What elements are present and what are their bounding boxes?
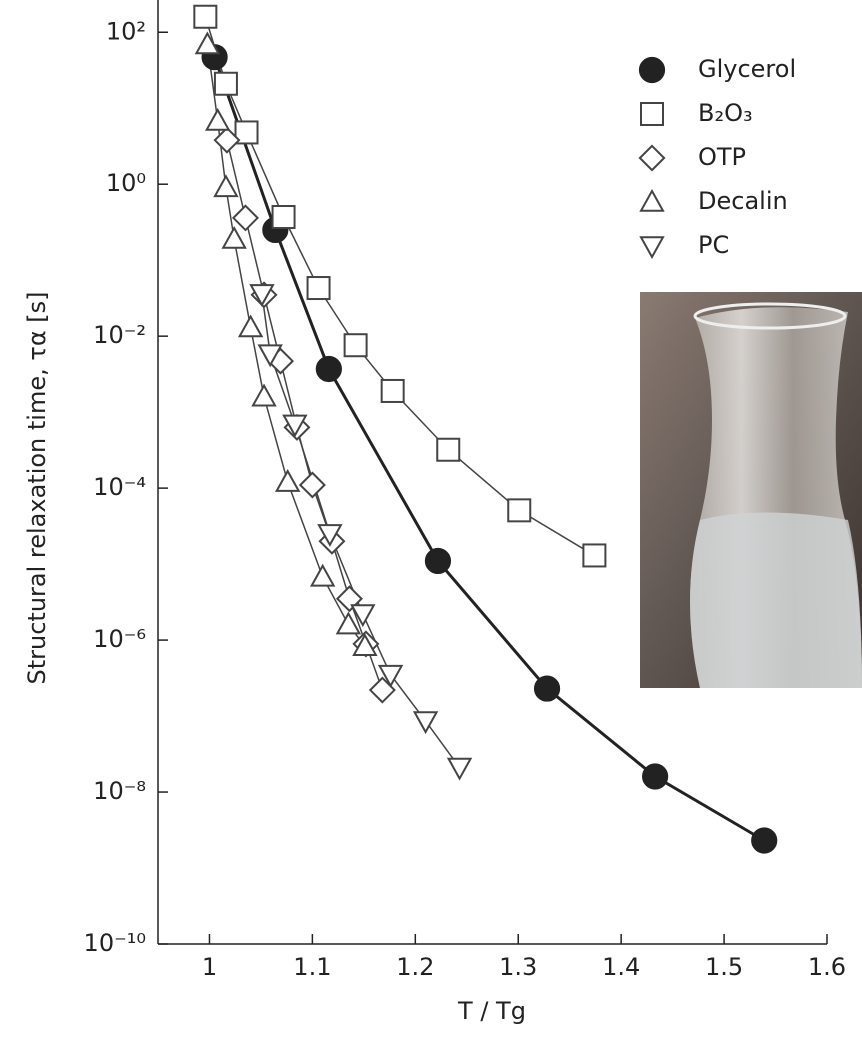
marker xyxy=(204,107,231,131)
marker xyxy=(221,225,247,249)
marker xyxy=(335,585,363,613)
marker xyxy=(231,204,259,232)
marker xyxy=(271,205,296,230)
marker xyxy=(412,711,439,735)
marker xyxy=(638,56,666,84)
marker xyxy=(306,276,331,301)
y-tick-label: 10⁻⁴ xyxy=(93,473,146,501)
legend-label: Decalin xyxy=(698,187,788,215)
x-axis-label: T / Tg xyxy=(457,997,526,1025)
marker xyxy=(234,120,259,145)
legend-label: B₂O₃ xyxy=(698,99,753,127)
marker xyxy=(251,383,277,407)
marker xyxy=(507,498,532,523)
x-tick-label: 1 xyxy=(202,953,217,981)
series-line xyxy=(206,44,366,647)
marker xyxy=(377,664,404,688)
marker xyxy=(640,102,664,126)
y-tick-label: 10⁻⁶ xyxy=(93,625,146,653)
marker xyxy=(751,827,778,854)
legend-label: PC xyxy=(698,231,729,259)
marker xyxy=(213,126,241,154)
marker xyxy=(380,378,405,403)
marker xyxy=(257,344,283,368)
marker xyxy=(582,543,607,568)
y-axis-label: Structural relaxation time, τα [s] xyxy=(23,291,51,684)
marker xyxy=(639,188,665,212)
marker xyxy=(249,284,275,307)
series-line xyxy=(204,16,595,557)
y-tick-label: 10⁰ xyxy=(106,169,146,197)
marker xyxy=(436,437,461,462)
marker xyxy=(309,563,336,587)
x-tick-label: 1.4 xyxy=(602,953,640,981)
y-tick-label: 10⁻⁸ xyxy=(93,777,146,805)
marker xyxy=(315,355,342,383)
x-tick-label: 1.1 xyxy=(293,953,331,981)
marker xyxy=(317,524,343,547)
inset-photo xyxy=(640,292,862,688)
marker xyxy=(424,547,452,575)
y-tick-label: 10² xyxy=(106,17,146,45)
marker xyxy=(298,471,326,499)
y-tick-label: 10⁻² xyxy=(93,321,146,349)
marker xyxy=(213,174,239,198)
marker xyxy=(350,604,376,628)
y-tick-label: 10⁻¹⁰ xyxy=(84,929,146,957)
marker xyxy=(194,31,221,55)
marker xyxy=(533,675,561,702)
marker xyxy=(193,4,218,29)
series-line xyxy=(261,293,461,769)
marker xyxy=(237,314,264,338)
marker xyxy=(274,469,301,492)
marker xyxy=(343,333,368,358)
x-tick-label: 1.2 xyxy=(396,953,434,981)
marker xyxy=(335,611,362,635)
marker xyxy=(352,633,378,657)
marker xyxy=(642,763,669,790)
marker xyxy=(638,144,666,172)
legend-label: OTP xyxy=(698,143,746,171)
marker xyxy=(282,414,308,438)
marker xyxy=(639,236,665,260)
x-tick-label: 1.5 xyxy=(705,953,743,981)
marker xyxy=(446,757,473,781)
legend-label: Glycerol xyxy=(698,55,796,83)
x-tick-label: 1.3 xyxy=(499,953,537,981)
marker xyxy=(213,71,238,96)
x-tick-label: 1.6 xyxy=(808,953,846,981)
